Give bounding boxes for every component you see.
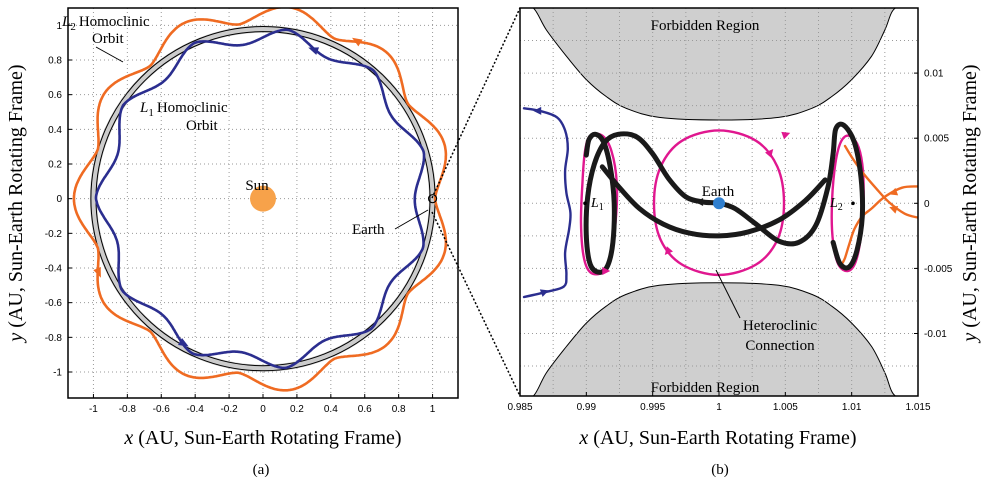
heteroclinic-label-line2: Connection bbox=[745, 338, 815, 354]
panel-a-frame bbox=[67, 7, 459, 399]
l1-manifold-arrow-top bbox=[533, 106, 542, 115]
l2-direction-arrow bbox=[93, 266, 101, 278]
earth-periodic-arrow-right bbox=[765, 148, 774, 158]
panel-a-series bbox=[72, 8, 448, 392]
panel-a: -1 -0.8 -0.6 -0.4 -0.2 0 0.2 0.4 0.6 0.8 1 -1 -0.8 -0… bbox=[5, 7, 459, 478]
l1-homoclinic-orbit bbox=[94, 28, 426, 370]
tick-label-x-a: 1 bbox=[430, 404, 436, 415]
tick-label-y-b: 0 bbox=[924, 199, 930, 210]
l2-label-b: L2 bbox=[829, 196, 843, 213]
earth-marker-b bbox=[713, 197, 725, 210]
tick-label-x-b: 0.99 bbox=[577, 402, 597, 413]
heteroclinic-pointer bbox=[715, 269, 741, 319]
earth-label-a-pointer bbox=[394, 209, 429, 230]
sun-label: Sun bbox=[245, 178, 269, 194]
tick-label-y-a: -0.2 bbox=[45, 229, 63, 240]
l1-manifold-arrow-bottom bbox=[539, 289, 549, 297]
panel-b-xlabel: x (AU, Sun-Earth Rotating Frame) bbox=[578, 427, 856, 449]
tick-label-y-a: 0.8 bbox=[48, 56, 62, 67]
l2-manifold-arrow-top bbox=[889, 187, 899, 196]
tick-label-x-a: -0.2 bbox=[220, 404, 238, 415]
heteroclinic_b-curve bbox=[599, 164, 828, 239]
tick-label-x-a: -0.6 bbox=[153, 404, 171, 415]
l1-direction-arrow bbox=[308, 47, 320, 55]
ring-band bbox=[89, 25, 437, 372]
l2_manifold-curve bbox=[841, 185, 918, 265]
sun-marker bbox=[250, 185, 276, 212]
tick-label-x-b: 1.015 bbox=[905, 402, 930, 413]
tick-label-y-a: 0.6 bbox=[48, 90, 62, 101]
tick-label-y-b: 0.01 bbox=[924, 69, 944, 80]
l2-point bbox=[851, 201, 855, 206]
l2-homoclinic-orbit bbox=[72, 8, 448, 392]
tick-label-x-b: 1.01 bbox=[842, 402, 862, 413]
tick-label-y-b: 0.005 bbox=[924, 134, 949, 145]
earth-periodic-arrow-left bbox=[664, 246, 673, 256]
l1-direction-arrow bbox=[178, 338, 189, 347]
forbidden-label-top: Forbidden Region bbox=[651, 18, 760, 34]
tick-label-x-a: 0 bbox=[260, 404, 266, 415]
panel-a-ylabel: y(AU, Sun-Earth Rotating Frame) bbox=[5, 64, 27, 343]
heteroclinic-label: Heteroclinic bbox=[743, 318, 817, 334]
tick-label-x-a: 0.6 bbox=[358, 404, 372, 415]
l1-periodic-arrow bbox=[602, 267, 611, 276]
l2-periodic-arrow bbox=[781, 131, 791, 140]
tick-label-x-b: 0.985 bbox=[507, 402, 532, 413]
heteroclinic-arrow bbox=[695, 198, 704, 206]
l2-orbit-label-a: L2 Homoclinic bbox=[61, 14, 150, 33]
tick-label-y-a: -0.8 bbox=[45, 333, 63, 344]
tick-label-x-a: 0.8 bbox=[392, 404, 406, 415]
panel-b-series bbox=[522, 106, 918, 299]
panel-a-caption: (a) bbox=[253, 462, 270, 478]
l2-orbit-label-a-line2: Orbit bbox=[92, 31, 124, 47]
tick-label-x-a: -1 bbox=[89, 404, 98, 415]
l2-label-pointer bbox=[95, 46, 124, 63]
tick-label-x-b: 1.005 bbox=[773, 402, 798, 413]
l2_manifold_b-curve bbox=[843, 144, 918, 219]
tick-label-y-b: -0.005 bbox=[924, 264, 953, 275]
panel-b: 0.985 0.99 0.995 1 1.005 1.01 1.015 -0.01 -0.005… bbox=[507, 7, 981, 478]
earth-marker bbox=[427, 194, 438, 204]
panel-b-frame bbox=[519, 7, 919, 397]
l1-point bbox=[583, 201, 587, 206]
tick-label-y-a: -1 bbox=[53, 368, 62, 379]
tick-label-x-b: 1 bbox=[716, 402, 722, 413]
tick-label-y-a: 1 bbox=[56, 21, 62, 32]
l2_periodic-curve bbox=[830, 134, 865, 273]
l1-orbit-label-a: L1 Homoclinic bbox=[139, 100, 228, 119]
tick-label-y-a: 0 bbox=[56, 194, 62, 205]
forbidden-region-lower bbox=[520, 282, 918, 396]
zoom-line-bottom bbox=[431, 211, 521, 397]
tick-label-x-a: 0.2 bbox=[290, 404, 304, 415]
forbidden-label-bottom: Forbidden Region bbox=[651, 380, 760, 396]
panel-b-ylabel: y(AU, Sun-Earth Rotating Frame) bbox=[959, 64, 981, 343]
tick-label-y-b: -0.01 bbox=[924, 329, 947, 340]
tick-label-x-b: 0.995 bbox=[640, 402, 665, 413]
tick-label-x-a: 0.4 bbox=[324, 404, 338, 415]
panel-b-caption: (b) bbox=[711, 462, 729, 478]
tick-label-x-a: -0.8 bbox=[119, 404, 137, 415]
l2-direction-arrow bbox=[351, 37, 363, 47]
l2-manifold-arrow-bottom bbox=[889, 206, 899, 214]
tick-label-y-a: -0.4 bbox=[45, 264, 63, 275]
tick-label-y-a: 0.2 bbox=[48, 160, 62, 171]
tick-label-y-a: -0.6 bbox=[45, 298, 63, 309]
panel-b-ticks: 0.985 0.99 0.995 1 1.005 1.01 1.015 -0.01 -0.005… bbox=[507, 69, 952, 413]
l1-label-b: L1 bbox=[590, 196, 604, 213]
heteroclinic-curve bbox=[583, 121, 866, 275]
l1_manifold-curve bbox=[522, 107, 572, 299]
panel-b-grid bbox=[520, 8, 918, 396]
panel-a-xlabel: x (AU, Sun-Earth Rotating Frame) bbox=[123, 427, 401, 449]
earth-label-a: Earth bbox=[352, 222, 385, 238]
tick-label-y-a: 0.4 bbox=[48, 125, 62, 136]
zoom-line-top bbox=[431, 7, 521, 199]
l1-orbit-label-a-line2: Orbit bbox=[186, 118, 218, 134]
tick-label-x-a: -0.4 bbox=[187, 404, 205, 415]
earth-label-b: Earth bbox=[702, 184, 735, 200]
